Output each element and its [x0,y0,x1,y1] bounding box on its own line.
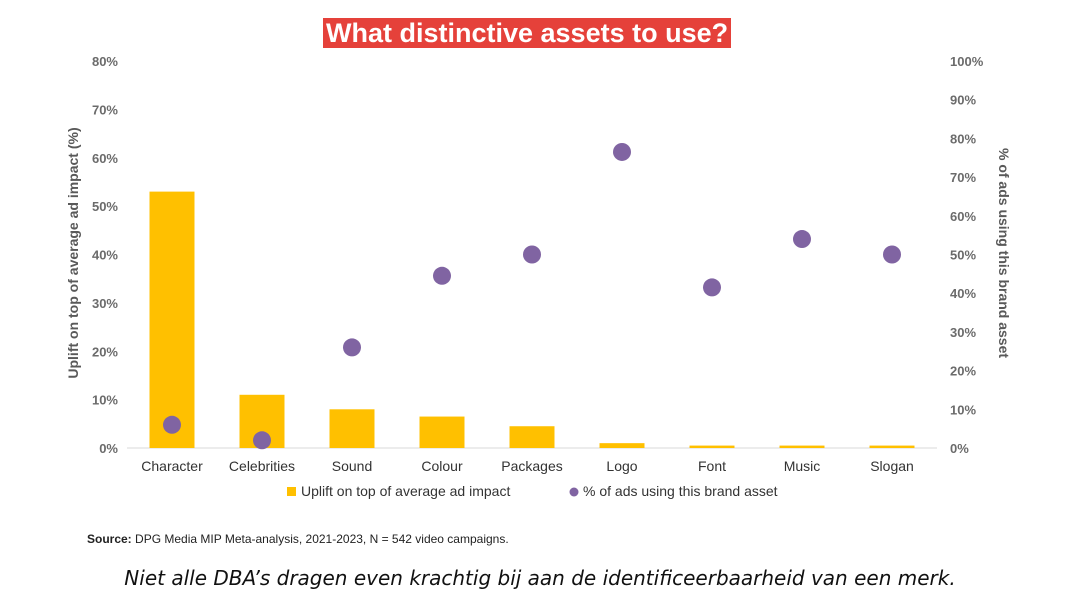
right-tick-label: 80% [950,131,976,146]
right-axis-ticks: 0% 10% 20% 30% 40% 50% 60% 70% 80% 90% 100% [950,54,984,456]
right-tick-label: 30% [950,325,976,340]
left-tick-label: 50% [92,199,118,214]
dot-series [163,142,901,450]
bar [509,426,555,448]
right-tick-label: 70% [950,170,976,185]
data-point [613,142,631,161]
left-tick-label: 40% [92,248,118,263]
data-point [253,431,271,450]
right-axis-title: % of ads using this brand asset [996,148,1012,358]
chart-title: What distinctive assets to use? [323,18,732,48]
legend-dot-swatch [569,487,579,497]
bar [329,409,375,448]
left-tick-label: 60% [92,151,118,166]
left-tick-label: 0% [99,441,118,456]
bar [779,445,825,448]
category-labels: Character Celebrities Sound Colour Packages L… [141,458,914,474]
category-label: Logo [606,458,637,474]
bar [149,191,195,449]
bar [869,445,915,448]
right-tick-label: 0% [950,441,969,456]
left-axis-title: Uplift on top of average ad impact (%) [65,127,81,378]
category-label: Music [784,458,821,474]
left-tick-label: 80% [92,54,118,69]
left-tick-label: 10% [92,393,118,408]
legend-bar-label: Uplift on top of average ad impact [301,483,510,499]
legend: Uplift on top of average ad impact % of … [287,483,778,499]
data-point [163,415,181,434]
data-point [883,245,901,264]
right-tick-label: 60% [950,209,976,224]
category-label: Sound [332,458,372,474]
category-label: Slogan [870,458,914,474]
data-point [343,338,361,357]
right-tick-label: 40% [950,286,976,301]
right-tick-label: 20% [950,364,976,379]
source-label: Source: [87,532,132,546]
caption: Niet alle DBA’s dragen even krachtig bij… [124,566,956,590]
left-tick-label: 70% [92,102,118,117]
data-point [433,266,451,285]
source-text: DPG Media MIP Meta-analysis, 2021-2023, … [135,532,509,546]
bar [689,445,735,448]
data-point [703,278,721,297]
category-label: Packages [501,458,562,474]
data-point [793,230,811,249]
right-tick-label: 90% [950,93,976,108]
bar-series [149,191,915,449]
bar [419,416,465,448]
bar [599,443,645,448]
category-label: Colour [421,458,463,474]
left-tick-label: 30% [92,296,118,311]
source-note: Source: DPG Media MIP Meta-analysis, 202… [87,532,509,546]
data-point [523,245,541,264]
right-tick-label: 10% [950,402,976,417]
combo-chart: 0% 10% 20% 30% 40% 50% 60% 70% 80% 0% 10% 20% 30% 40… [65,54,1012,499]
category-label: Character [141,458,203,474]
category-label: Font [698,458,726,474]
legend-bar-swatch [287,487,296,496]
right-tick-label: 100% [950,54,984,69]
left-tick-label: 20% [92,344,118,359]
category-label: Celebrities [229,458,295,474]
legend-dot-label: % of ads using this brand asset [583,483,778,499]
right-tick-label: 50% [950,248,976,263]
left-axis-ticks: 0% 10% 20% 30% 40% 50% 60% 70% 80% [92,54,118,456]
